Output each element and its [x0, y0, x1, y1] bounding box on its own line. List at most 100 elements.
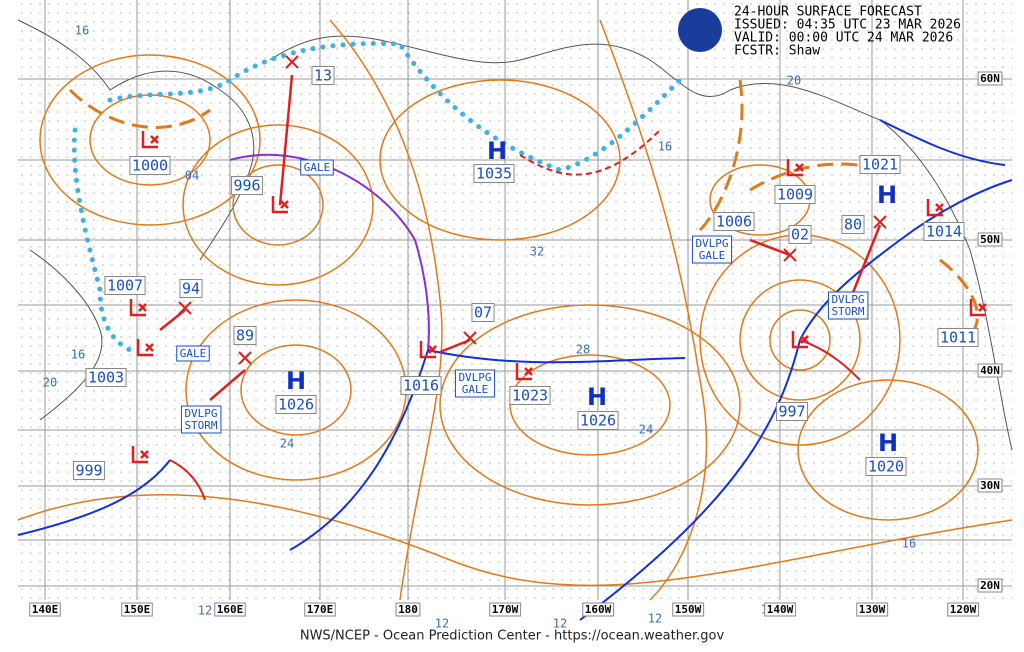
isobar-label: 12 — [198, 604, 212, 618]
warning-label: GALE — [699, 249, 726, 262]
longitude-label-box — [214, 602, 246, 617]
longitude-label-box — [764, 602, 797, 617]
warning-label: DVLPG — [831, 293, 864, 306]
isobar-label: 04 — [185, 169, 199, 183]
pressure-label: 07 — [474, 304, 492, 322]
warning-box — [691, 235, 733, 264]
pressure-label: 1023 — [512, 387, 548, 405]
pressure-label: 1003 — [88, 369, 124, 387]
coastlines — [17, 19, 1013, 451]
pressure-label: 997 — [778, 403, 805, 421]
forecaster: FCSTR: Shaw — [734, 44, 820, 59]
longitude-label: 140E — [32, 603, 59, 616]
warning-label: GALE — [304, 161, 331, 174]
pressure-label-box — [230, 176, 264, 195]
isobar-label: 12 — [435, 617, 449, 631]
pressure-label-box — [713, 212, 755, 231]
pressure-label-box — [233, 326, 257, 345]
pressure-label: 80 — [844, 216, 862, 234]
pressure-label-box — [179, 279, 203, 298]
high-center: H — [878, 429, 898, 457]
low-symbol — [271, 196, 289, 214]
low-symbol — [515, 363, 533, 381]
latitude-label-box — [977, 578, 1003, 593]
position-cross — [238, 351, 252, 365]
longitude-label: 130W — [859, 603, 886, 616]
position-cross — [783, 248, 797, 262]
position-cross — [873, 215, 887, 229]
warning-box — [180, 405, 222, 434]
warning-label: DVLPG — [695, 237, 728, 250]
valid-time: VALID: 00:00 UTC 24 MAR 2026 — [734, 31, 953, 46]
longitude-label-box — [489, 602, 522, 617]
pressure-label-box — [775, 402, 809, 421]
isobars — [17, 19, 1013, 601]
longitude-label-box — [672, 602, 705, 617]
longitude-label: 160E — [217, 603, 244, 616]
pressure-label: 1035 — [476, 165, 512, 183]
pressure-label-box — [275, 395, 317, 414]
stationary-front — [519, 129, 661, 176]
pressure-label-box — [471, 303, 495, 322]
warning-box — [827, 291, 869, 320]
pressure-label-box — [937, 328, 979, 347]
pressure-label-box — [577, 411, 619, 430]
longitude-label-box — [856, 602, 889, 617]
low-symbol — [141, 131, 159, 149]
pressure-label-box — [923, 222, 965, 241]
pressure-label: 996 — [233, 177, 260, 195]
pressure-label: 1007 — [107, 277, 143, 295]
latitude-label-box — [977, 478, 1003, 493]
longitude-label-box — [121, 602, 153, 617]
longitude-label: 180 — [398, 603, 418, 616]
forecast-title: 24-HOUR SURFACE FORECAST — [734, 5, 922, 20]
pressure-label-box — [72, 461, 106, 480]
longitude-label-box — [395, 602, 421, 617]
warning-label: GALE — [462, 383, 489, 396]
isobar-label: 24 — [280, 437, 294, 451]
pressure-label: 1011 — [940, 329, 976, 347]
isobar-label: 24 — [639, 423, 653, 437]
pressure-label: 1026 — [278, 396, 314, 414]
pressure-label: 1026 — [580, 412, 616, 430]
longitude-label: 160W — [585, 603, 612, 616]
low-symbol — [419, 341, 437, 359]
isobar-label: 16 — [658, 140, 672, 154]
longitude-label: 140W — [767, 603, 794, 616]
latitude-label: 30N — [980, 479, 1000, 492]
low-symbol — [129, 299, 147, 317]
position-cross — [463, 331, 477, 345]
latitude-label-box — [977, 232, 1003, 247]
pressure-label-box — [774, 185, 816, 204]
pressure-label-box — [400, 376, 442, 395]
position-cross — [285, 55, 299, 69]
isobar-label: 20 — [787, 74, 801, 88]
latitude-label: 50N — [980, 233, 1000, 246]
isobar-label: 16 — [71, 348, 85, 362]
low-symbol — [786, 159, 804, 177]
latitude-label: 60N — [980, 72, 1000, 85]
high-center: H — [877, 181, 897, 209]
pressure-label-box — [311, 66, 335, 85]
pressure-label: 02 — [791, 226, 809, 244]
pressure-label: 1009 — [777, 186, 813, 204]
warning-label: STORM — [831, 305, 864, 318]
warning-box — [176, 345, 210, 362]
storm-tracks — [159, 74, 882, 401]
pressure-label-box — [509, 386, 551, 405]
pressure-label: 1006 — [716, 213, 752, 231]
longitude-label-box — [947, 602, 980, 617]
warning-box — [300, 159, 334, 176]
low-symbol — [926, 199, 944, 217]
pressure-label: 1020 — [868, 458, 904, 476]
longitude-label-box — [29, 602, 61, 617]
high-center: H — [286, 367, 306, 395]
pressure-label-box — [788, 225, 812, 244]
latitude-label: 20N — [980, 579, 1000, 592]
footer-credit: NWS/NCEP - Ocean Prediction Center - htt… — [300, 629, 725, 644]
isobar-label: 12 — [648, 612, 662, 626]
graticule — [18, 0, 1012, 600]
low-symbol — [969, 299, 987, 317]
